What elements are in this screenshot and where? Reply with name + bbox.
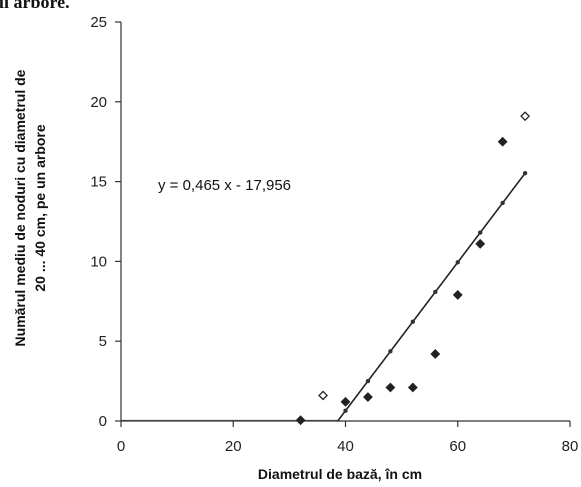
y-axis-title-line-1: Numărul mediu de noduri cu diametrul de (12, 69, 28, 346)
trendline (337, 172, 526, 422)
data-point (363, 392, 373, 402)
data-point (340, 396, 351, 407)
trendline-marker (522, 171, 528, 176)
data-point (385, 382, 396, 393)
data-point (475, 238, 486, 249)
data-point (430, 349, 441, 359)
x-axis-title: Diametrul de bază, în cm (258, 466, 422, 482)
trendline-marker (478, 230, 483, 235)
data-points (295, 111, 531, 426)
data-point (318, 390, 328, 401)
trendline-marker (433, 289, 438, 295)
data-point (520, 111, 531, 122)
y-tick-label: 0 (99, 413, 107, 430)
data-point (452, 289, 463, 300)
trendline-marker (388, 349, 393, 354)
x-tick-label: 60 (449, 438, 466, 455)
trendline-marker (500, 200, 505, 206)
data-point (497, 136, 508, 147)
trendline-marker (455, 260, 460, 265)
trendline-marker (365, 378, 371, 384)
y-axis-ticks: 0 5 10 15 20 25 (90, 14, 121, 430)
trendline-markers (343, 171, 528, 413)
x-tick-label: 20 (225, 438, 242, 455)
trendline-marker (410, 319, 416, 324)
x-tick-label: 40 (337, 438, 354, 455)
y-tick-label: 10 (90, 253, 107, 270)
x-tick-label: 0 (117, 438, 125, 455)
y-tick-label: 15 (90, 174, 107, 191)
x-axis-ticks: 0 20 40 60 80 (117, 421, 579, 455)
y-tick-label: 25 (90, 14, 107, 31)
regression-equation: y = 0,465 x - 17,956 (158, 177, 291, 194)
x-tick-label: 80 (562, 438, 579, 455)
y-tick-label: 20 (90, 94, 107, 111)
y-axis-title-line-2: 20 ... 40 cm, pe un arbore (32, 124, 48, 292)
cut-title-text: ui arbore. (0, 0, 70, 12)
data-point (295, 415, 306, 426)
y-tick-label: 5 (99, 333, 107, 350)
data-point (407, 382, 418, 393)
trendline-marker (343, 408, 348, 413)
